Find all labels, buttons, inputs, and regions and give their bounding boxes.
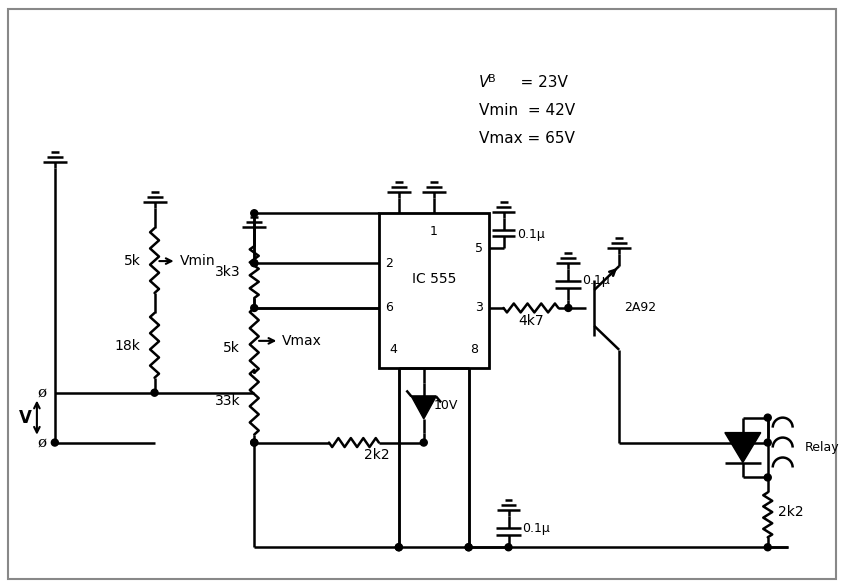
Text: 3k3: 3k3 — [215, 265, 240, 279]
Text: 5k: 5k — [223, 341, 240, 355]
Polygon shape — [411, 396, 436, 419]
Text: ø: ø — [38, 386, 47, 400]
Text: = 23V: = 23V — [501, 75, 568, 90]
Circle shape — [764, 474, 772, 481]
Text: B: B — [487, 74, 495, 83]
Text: ø: ø — [38, 436, 47, 450]
Text: 6: 6 — [385, 302, 393, 315]
Circle shape — [250, 259, 258, 266]
Text: 0.1μ: 0.1μ — [523, 522, 550, 535]
Text: 0.1μ: 0.1μ — [582, 273, 610, 286]
Circle shape — [465, 544, 472, 551]
Text: 4k7: 4k7 — [518, 314, 544, 328]
Circle shape — [250, 210, 258, 217]
Text: Vmin: Vmin — [179, 254, 215, 268]
Circle shape — [395, 544, 403, 551]
Circle shape — [151, 389, 158, 396]
Circle shape — [465, 544, 472, 551]
Circle shape — [250, 439, 258, 446]
Text: 10V: 10V — [434, 399, 458, 412]
Text: 5: 5 — [475, 242, 482, 255]
Circle shape — [250, 305, 258, 312]
Text: IC 555: IC 555 — [411, 272, 456, 286]
Text: 2k2: 2k2 — [364, 447, 389, 462]
Circle shape — [395, 544, 403, 551]
Circle shape — [250, 439, 258, 446]
Text: 5k: 5k — [124, 254, 140, 268]
Text: 8: 8 — [470, 343, 479, 356]
Text: Vmax = 65V: Vmax = 65V — [479, 131, 574, 146]
Bar — [379, 213, 488, 368]
Text: 2k2: 2k2 — [777, 505, 804, 519]
Circle shape — [420, 439, 427, 446]
Text: V: V — [19, 409, 31, 427]
Text: 33k: 33k — [215, 394, 240, 407]
Text: 0.1μ: 0.1μ — [518, 228, 545, 240]
Text: 18k: 18k — [115, 339, 140, 353]
Text: 1: 1 — [430, 225, 437, 238]
Text: Vmax: Vmax — [283, 334, 322, 348]
Circle shape — [565, 305, 572, 312]
Text: 2: 2 — [385, 256, 393, 269]
Circle shape — [764, 414, 772, 421]
Circle shape — [764, 544, 772, 551]
Circle shape — [250, 259, 258, 266]
Text: Relay: Relay — [805, 441, 839, 454]
Circle shape — [505, 544, 512, 551]
Text: 4: 4 — [389, 343, 397, 356]
Text: 3: 3 — [475, 302, 482, 315]
Text: Vmin  = 42V: Vmin = 42V — [479, 103, 574, 118]
Circle shape — [764, 439, 772, 446]
Polygon shape — [725, 433, 761, 463]
Text: V: V — [479, 75, 489, 90]
Circle shape — [52, 439, 58, 446]
Text: 2A92: 2A92 — [624, 302, 656, 315]
